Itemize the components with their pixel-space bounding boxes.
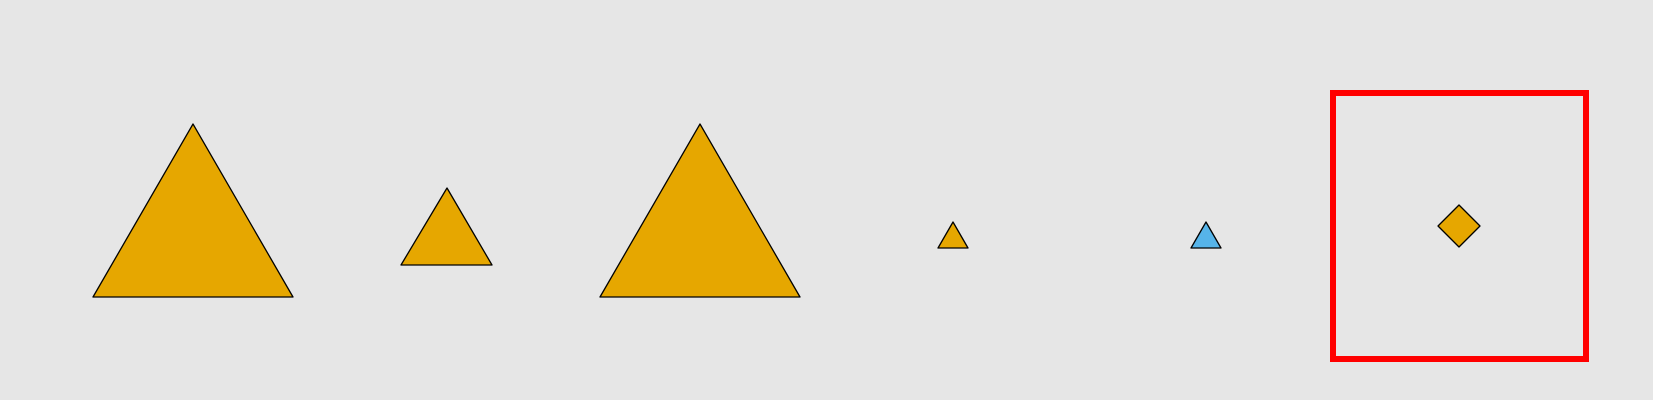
medium-triangle[interactable] (400, 187, 493, 266)
highlight-box (1330, 90, 1589, 362)
large-triangle-2[interactable] (599, 123, 801, 298)
small-triangle-blue[interactable] (1190, 221, 1222, 249)
small-diamond[interactable] (1437, 204, 1481, 248)
large-triangle-1[interactable] (92, 123, 294, 298)
small-triangle-orange[interactable] (937, 221, 969, 249)
